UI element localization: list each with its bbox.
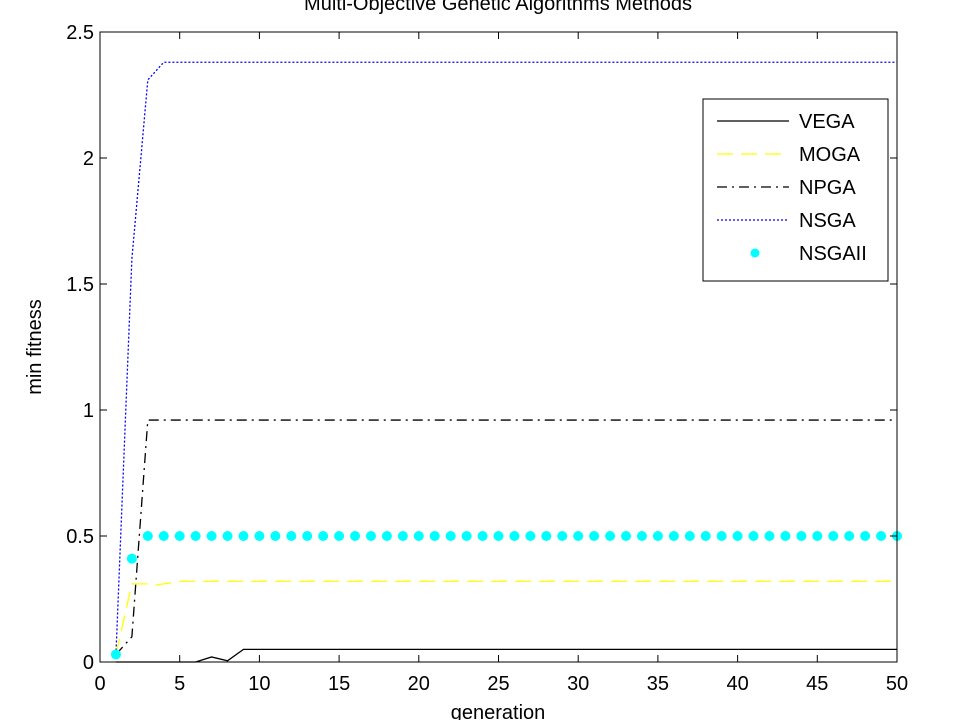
x-tick-label: 0 bbox=[94, 673, 105, 695]
x-tick-label: 35 bbox=[647, 673, 669, 695]
y-tick-label: 0 bbox=[83, 652, 94, 674]
legend-label-vega: VEGA bbox=[799, 111, 855, 133]
series-nsgaii-point bbox=[844, 531, 855, 541]
legend-marker-nsgaii bbox=[750, 248, 760, 258]
series-nsgaii-point bbox=[796, 531, 807, 541]
x-axis-label: generation bbox=[451, 702, 546, 720]
series-nsgaii-point bbox=[270, 531, 281, 541]
series-nsgaii-point bbox=[541, 531, 552, 541]
series-nsgaii-point bbox=[605, 531, 616, 541]
series-nsgaii-point bbox=[509, 531, 520, 541]
x-tick-label: 20 bbox=[408, 673, 430, 695]
series-nsgaii-point bbox=[429, 531, 440, 541]
x-tick-label: 15 bbox=[328, 673, 350, 695]
y-tick-label: 2 bbox=[83, 148, 94, 170]
series-nsgaii-point bbox=[668, 531, 679, 541]
legend-label-npga: NPGA bbox=[799, 177, 856, 199]
series-nsgaii-point bbox=[286, 531, 297, 541]
y-tick-label: 1.5 bbox=[66, 274, 94, 296]
series-nsgaii-markers bbox=[110, 531, 902, 660]
series-nsgaii-point bbox=[238, 531, 249, 541]
series-nsgaii-point bbox=[700, 531, 711, 541]
series-nsgaii-point bbox=[254, 531, 265, 541]
series-nsgaii-point bbox=[573, 531, 584, 541]
legend-label-nsga: NSGA bbox=[799, 210, 856, 232]
series-nsgaii-point bbox=[350, 531, 361, 541]
plot-area bbox=[110, 61, 902, 663]
legend-entry-npga: NPGA bbox=[717, 177, 856, 199]
series-nsgaii-point bbox=[652, 531, 663, 541]
series-nsgaii-point bbox=[716, 531, 727, 541]
series-nsgaii-point bbox=[812, 531, 823, 541]
series-nsgaii-point bbox=[493, 531, 504, 541]
series-nsgaii-point bbox=[780, 531, 791, 541]
legend-label-moga: MOGA bbox=[799, 144, 861, 166]
series-nsgaii-point bbox=[876, 531, 887, 541]
x-tick-label: 5 bbox=[174, 673, 185, 695]
series-nsgaii-point bbox=[621, 531, 632, 541]
x-tick-label: 30 bbox=[567, 673, 589, 695]
legend-label-nsgaii: NSGAII bbox=[799, 243, 867, 265]
series-nsgaii-point bbox=[302, 531, 313, 541]
legend-entry-moga: MOGA bbox=[717, 144, 861, 166]
series-nsgaii-point bbox=[142, 531, 153, 541]
series-nsgaii-point bbox=[126, 553, 137, 564]
x-tick-label: 50 bbox=[886, 673, 908, 695]
series-nsgaii-point bbox=[365, 531, 376, 541]
series-nsgaii-point bbox=[381, 531, 392, 541]
series-nsgaii-point bbox=[828, 531, 839, 541]
series-nsgaii-point bbox=[748, 531, 759, 541]
series-nsgaii-point bbox=[636, 531, 647, 541]
series-nsgaii-point bbox=[557, 531, 568, 541]
y-tick-label: 0.5 bbox=[66, 526, 94, 548]
series-nsgaii-point bbox=[732, 531, 743, 541]
x-tick-label: 40 bbox=[726, 673, 748, 695]
legend-box bbox=[702, 98, 889, 282]
series-nsgaii-point bbox=[461, 531, 472, 541]
x-tick-label: 10 bbox=[248, 673, 270, 695]
chart-title: Multi-Objective Genetic Algorithms Metho… bbox=[304, 0, 692, 15]
legend-entry-nsgaii: NSGAII bbox=[750, 243, 867, 265]
series-nsgaii-point bbox=[190, 531, 201, 541]
series-nsgaii-point bbox=[222, 531, 233, 541]
series-nsgaii-point bbox=[764, 531, 775, 541]
axes: 0 5 10 15 20 25 30 35 40 45 50 0 0.5 1 1.5 2 2.5 bbox=[66, 22, 908, 695]
series-nsgaii-point bbox=[589, 531, 600, 541]
series-nsgaii-point bbox=[525, 531, 536, 541]
series-nsgaii-point bbox=[174, 531, 185, 541]
series-nsgaii-point bbox=[413, 531, 424, 541]
series-nsgaii-point bbox=[318, 531, 329, 541]
legend-entry-nsga: NSGA bbox=[717, 210, 856, 232]
legend-entry-vega: VEGA bbox=[717, 111, 855, 133]
series-moga-line bbox=[115, 580, 897, 655]
series-nsgaii-point bbox=[334, 531, 345, 541]
y-tick-label: 2.5 bbox=[66, 22, 94, 44]
series-nsgaii-point bbox=[206, 531, 217, 541]
series-nsgaii-point bbox=[110, 649, 121, 660]
x-tick-label: 45 bbox=[806, 673, 828, 695]
series-nsgaii-point bbox=[860, 531, 871, 541]
series-nsgaii-point bbox=[445, 531, 456, 541]
series-nsgaii-point bbox=[397, 531, 408, 541]
x-tick-label: 25 bbox=[487, 673, 509, 695]
y-axis-label: min fitness bbox=[24, 299, 46, 395]
series-nsgaii-point bbox=[158, 531, 169, 541]
series-vega-line bbox=[115, 648, 897, 663]
series-npga-line bbox=[115, 419, 897, 655]
series-nsgaii-point bbox=[477, 531, 488, 541]
y-tick-label: 1 bbox=[83, 400, 94, 422]
series-nsgaii-point bbox=[684, 531, 695, 541]
legend: VEGA MOGA NPGA NSGA NSGAII bbox=[702, 98, 889, 282]
